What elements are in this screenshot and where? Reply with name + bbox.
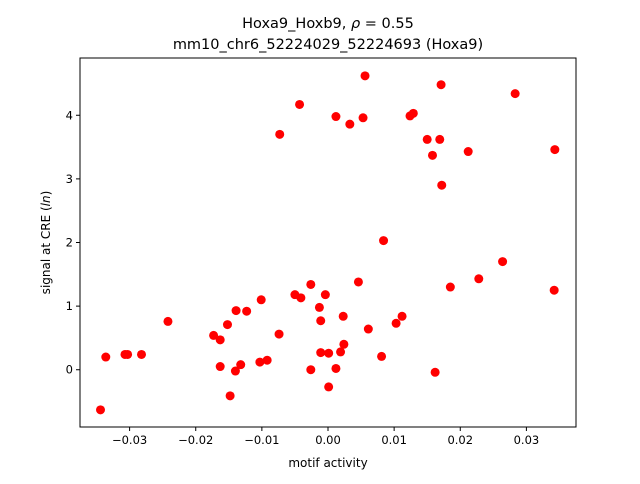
- data-point: [331, 363, 341, 373]
- data-point: [215, 362, 225, 372]
- data-point: [242, 306, 252, 316]
- y-axis-label-suffix: ): [39, 191, 53, 196]
- data-point: [550, 145, 560, 155]
- x-tick-label: −0.03: [112, 433, 147, 447]
- data-point: [230, 366, 240, 376]
- data-point: [377, 351, 387, 361]
- data-point: [363, 324, 373, 334]
- data-point: [353, 277, 363, 287]
- data-point: [163, 316, 173, 326]
- data-point: [215, 335, 225, 345]
- x-tick-label: 0.00: [315, 433, 341, 447]
- title-prefix: Hoxa9_Hoxb9,: [242, 16, 351, 32]
- title-rho-value: = 0.55: [360, 16, 414, 32]
- y-tick-label: 2: [66, 236, 73, 250]
- chart-title-line2: mm10_chr6_52224029_52224693 (Hoxa9): [173, 37, 483, 53]
- data-point: [427, 150, 437, 160]
- y-tick-label: 4: [66, 108, 73, 122]
- x-axis-label: motif activity: [288, 456, 367, 470]
- data-point: [96, 405, 106, 415]
- data-point: [324, 348, 334, 358]
- data-point: [314, 302, 324, 312]
- data-point: [324, 382, 334, 392]
- data-point: [222, 320, 232, 330]
- data-point: [436, 80, 446, 90]
- data-point: [360, 71, 370, 81]
- data-point: [101, 352, 111, 362]
- data-point: [397, 311, 407, 321]
- data-point: [231, 306, 241, 316]
- x-tick-label: 0.02: [447, 433, 473, 447]
- data-point: [510, 89, 520, 99]
- data-point: [306, 365, 316, 375]
- y-axis-label-prefix: signal at CRE (: [39, 206, 53, 294]
- data-point: [345, 119, 355, 129]
- data-point: [320, 290, 330, 300]
- x-tick-label: −0.01: [244, 433, 279, 447]
- data-point: [295, 99, 305, 109]
- y-axis-ticks: 0 1 2 3 4: [66, 108, 80, 377]
- chart-title-line1: Hoxa9_Hoxb9, ρ = 0.55: [242, 16, 414, 32]
- data-point: [338, 311, 348, 321]
- data-point: [430, 367, 440, 377]
- y-tick-label: 0: [66, 363, 73, 377]
- data-point: [408, 108, 418, 118]
- data-point: [316, 316, 326, 326]
- y-axis-label: signal at CRE (ln): [39, 191, 53, 295]
- data-point: [137, 349, 147, 359]
- data-point: [474, 274, 484, 284]
- data-point: [336, 347, 346, 357]
- data-point: [437, 180, 447, 190]
- data-point: [306, 279, 316, 289]
- data-point: [274, 329, 284, 339]
- data-point: [316, 348, 326, 358]
- x-tick-label: 0.03: [514, 433, 540, 447]
- points-layer: [96, 71, 560, 415]
- data-point: [435, 134, 445, 144]
- data-point: [498, 257, 508, 267]
- data-point: [296, 293, 306, 303]
- data-point: [422, 134, 432, 144]
- y-axis-label-italic: ln: [39, 195, 53, 206]
- title-rho-symbol: ρ: [351, 16, 361, 32]
- y-tick-label: 3: [66, 172, 73, 186]
- data-point: [339, 339, 349, 349]
- data-point: [256, 295, 266, 305]
- x-tick-label: 0.01: [381, 433, 407, 447]
- data-point: [391, 318, 401, 328]
- data-point: [275, 129, 285, 139]
- x-axis-ticks: −0.03 −0.02 −0.01 0.00 0.01 0.02 0.03: [112, 427, 539, 447]
- data-point: [445, 282, 455, 292]
- data-point: [331, 112, 341, 122]
- data-point: [255, 357, 265, 367]
- data-point: [236, 360, 246, 370]
- y-tick-label: 1: [66, 299, 73, 313]
- data-point: [209, 330, 219, 340]
- data-point: [123, 349, 133, 359]
- data-point: [379, 236, 389, 246]
- data-point: [225, 391, 235, 401]
- data-point: [463, 147, 473, 157]
- data-point: [262, 355, 272, 365]
- data-point: [549, 285, 559, 295]
- x-tick-label: −0.02: [178, 433, 213, 447]
- data-point: [358, 113, 368, 123]
